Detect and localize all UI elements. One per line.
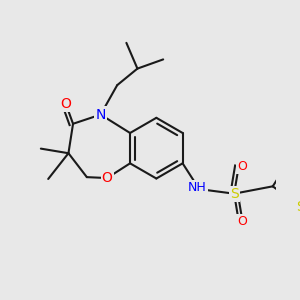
Text: NH: NH: [188, 181, 207, 194]
Text: S: S: [230, 187, 239, 201]
Text: O: O: [60, 97, 71, 111]
Text: O: O: [238, 160, 248, 172]
Text: O: O: [238, 215, 248, 228]
Text: O: O: [102, 171, 112, 185]
Text: S: S: [296, 200, 300, 214]
Text: N: N: [95, 108, 106, 122]
